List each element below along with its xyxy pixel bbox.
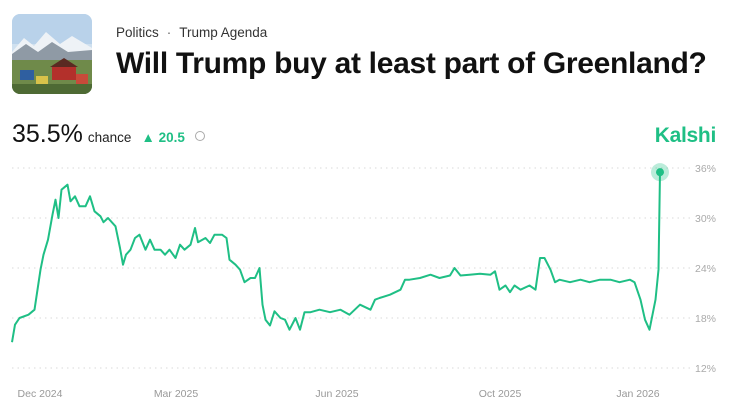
change-indicator: ▲ 20.5 (141, 130, 184, 145)
breadcrumb: Politics · Trump Agenda (116, 25, 267, 40)
x-tick-label: Oct 2025 (479, 388, 522, 400)
triangle-up-icon: ▲ (141, 130, 159, 145)
endpoint-marker (656, 168, 664, 177)
probability-value: 35.5% (12, 120, 83, 148)
price-line (11, 172, 661, 343)
x-tick-label: Dec 2024 (18, 388, 63, 400)
breadcrumb-separator: · (166, 25, 172, 40)
y-tick-label: 24% (695, 263, 716, 275)
page-title: Will Trump buy at least part of Greenlan… (116, 47, 707, 80)
probability-summary: 35.5% chance ▲ 20.5 (12, 120, 205, 149)
market-thumbnail (12, 14, 92, 94)
chance-label: chance (87, 130, 132, 145)
x-tick-label: Jun 2025 (315, 388, 358, 400)
x-tick-label: Jan 2026 (616, 388, 659, 400)
breadcrumb-politics[interactable]: Politics (116, 25, 159, 40)
y-tick-label: 30% (695, 213, 716, 225)
change-value: 20.5 (158, 130, 185, 145)
breadcrumb-trump-agenda[interactable]: Trump Agenda (179, 25, 268, 40)
greenland-town-photo-icon (12, 14, 92, 94)
x-tick-label: Mar 2025 (154, 388, 199, 400)
kalshi-logo: Kalshi (654, 124, 717, 147)
y-tick-label: 18% (695, 313, 716, 325)
info-icon[interactable] (194, 131, 205, 141)
y-tick-label: 36% (695, 163, 716, 175)
y-tick-label: 12% (695, 363, 716, 375)
